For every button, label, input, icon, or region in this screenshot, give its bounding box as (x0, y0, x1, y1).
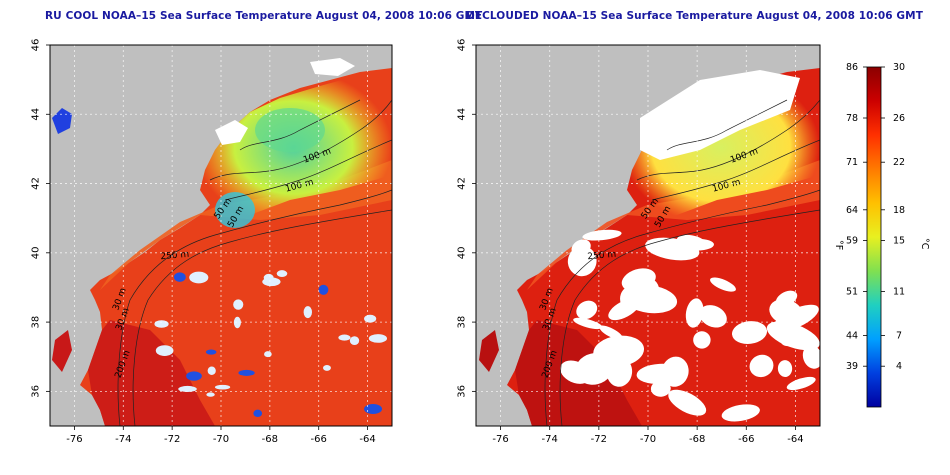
lon-tick-label: -64 (787, 434, 803, 445)
celsius-tick-label: 26 (893, 113, 905, 124)
lon-tick-label: -74 (115, 434, 131, 445)
celsius-tick-label: 18 (893, 205, 905, 216)
lat-tick-label: 46 (457, 39, 468, 52)
temperature-colorbar: 86 78 71 64 59 51 44 39 30 26 22 18 15 11 7 4 °F °C (833, 62, 930, 408)
lon-tick-label: -70 (213, 434, 229, 445)
lat-tick-label: 44 (31, 108, 42, 121)
lon-tick-label: -64 (359, 434, 375, 445)
chesapeake-bay (479, 330, 499, 372)
contour-label: 250 m (587, 250, 617, 262)
fahrenheit-tick-label: 44 (846, 331, 858, 342)
lat-tick-label: 40 (31, 246, 42, 259)
lon-tick-label: -68 (689, 434, 705, 445)
lat-tick-label: 38 (457, 316, 468, 329)
cool-patch (255, 108, 325, 152)
lat-tick-label: 36 (457, 385, 468, 398)
lon-tick-label: -76 (66, 434, 82, 445)
fahrenheit-tick-label: 59 (846, 235, 858, 246)
lat-tick-label: 38 (31, 316, 42, 329)
lon-tick-label: -66 (738, 434, 754, 445)
fahrenheit-tick-label: 78 (846, 113, 858, 124)
lon-tick-label: -72 (591, 434, 607, 445)
fahrenheit-tick-label: 71 (846, 157, 858, 168)
lat-lon-grid (476, 45, 820, 426)
lat-tick-label: 42 (31, 177, 42, 190)
lon-tick-label: -70 (640, 434, 656, 445)
lat-lon-grid (50, 45, 392, 426)
depth-contours (544, 99, 820, 426)
fahrenheit-tick-label: 86 (846, 62, 858, 73)
celsius-tick-label: 22 (893, 157, 905, 168)
lon-tick-label: -66 (311, 434, 327, 445)
lon-tick-label: -76 (492, 434, 508, 445)
warm-core (88, 320, 215, 426)
lon-tick-label: -74 (542, 434, 558, 445)
north-cloud (310, 58, 355, 76)
lat-tick-label: 46 (31, 39, 42, 52)
right-map-title: DECLOUDED NOAA–15 Sea Surface Temperatur… (466, 10, 923, 22)
lon-tick-label: -68 (262, 434, 278, 445)
nova-scotia-cloud (215, 120, 248, 145)
celsius-tick-label: 11 (893, 286, 905, 297)
celsius-tick-label: 30 (893, 62, 905, 73)
celsius-tick-label: 15 (893, 235, 905, 246)
colorbar-gradient (866, 66, 882, 408)
celsius-axis-label: °C (919, 238, 930, 250)
celsius-tick-label: 4 (896, 361, 902, 372)
lat-tick-label: 40 (457, 246, 468, 259)
fahrenheit-tick-label: 39 (846, 361, 858, 372)
lat-tick-label: 44 (457, 108, 468, 121)
fahrenheit-tick-label: 51 (846, 286, 858, 297)
lon-tick-label: -72 (164, 434, 180, 445)
lat-tick-label: 36 (31, 385, 42, 398)
celsius-tick-label: 7 (896, 331, 902, 342)
chesapeake-bay (52, 330, 72, 372)
fahrenheit-tick-label: 64 (846, 205, 858, 216)
left-map-title: RU COOL NOAA–15 Sea Surface Temperature … (45, 10, 483, 22)
cold-eddy (215, 192, 255, 228)
depth-contours (117, 99, 392, 426)
contour-label: 250 m (160, 250, 190, 262)
lat-tick-label: 42 (457, 177, 468, 190)
northern-cloud-mask (640, 70, 800, 160)
fahrenheit-axis-label: °F (833, 240, 844, 250)
